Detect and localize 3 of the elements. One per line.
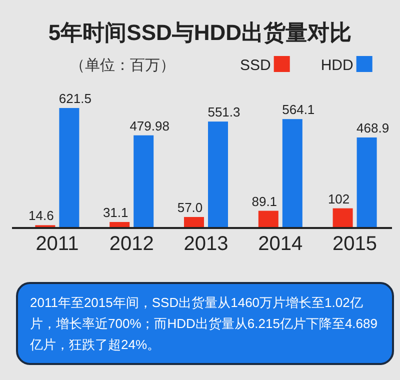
title: 5年时间SSD与HDD出货量对比 bbox=[48, 20, 352, 45]
subtitle: （单位：百万） bbox=[70, 57, 175, 74]
annotation: 2011年至2015年间，SSD出货量从1460万片增长至1.02亿片，增长率近700%；而HDD出货量从6.215亿片下降至4.689亿片，狂跌了超24%。 bbox=[16, 282, 394, 365]
